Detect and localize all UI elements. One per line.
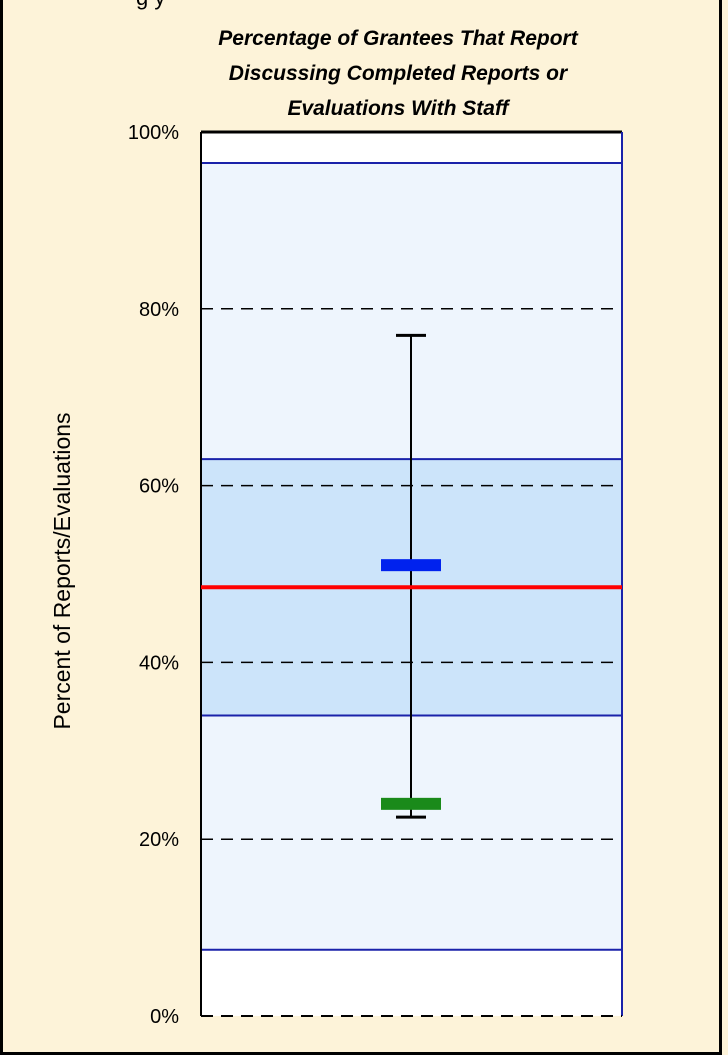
marker-0 [381, 559, 441, 572]
y-tick-label-40: 40% [139, 652, 179, 674]
chart-title-line-2: Discussing Completed Reports or [229, 62, 569, 85]
y-tick-label-60: 60% [139, 476, 179, 498]
y-tick-label-80: 80% [139, 299, 179, 321]
chart-title-line-3: Evaluations With Staff [287, 97, 510, 120]
y-tick-label-100: 100% [128, 122, 179, 144]
plot-area: 0% 20% 40% 60% 80% 100% [128, 122, 623, 1028]
chart-title-line-1: Percentage of Grantees That Report [218, 27, 578, 50]
marker-1 [381, 797, 441, 810]
y-tick-label-20: 20% [139, 829, 179, 851]
y-tick-label-0: 0% [150, 1006, 179, 1028]
cut-off-header-text: g y [136, 0, 165, 11]
y-axis-label: Percent of Reports/Evaluations [49, 412, 75, 729]
chart-title: Percentage of Grantees That Report Discu… [218, 27, 578, 120]
